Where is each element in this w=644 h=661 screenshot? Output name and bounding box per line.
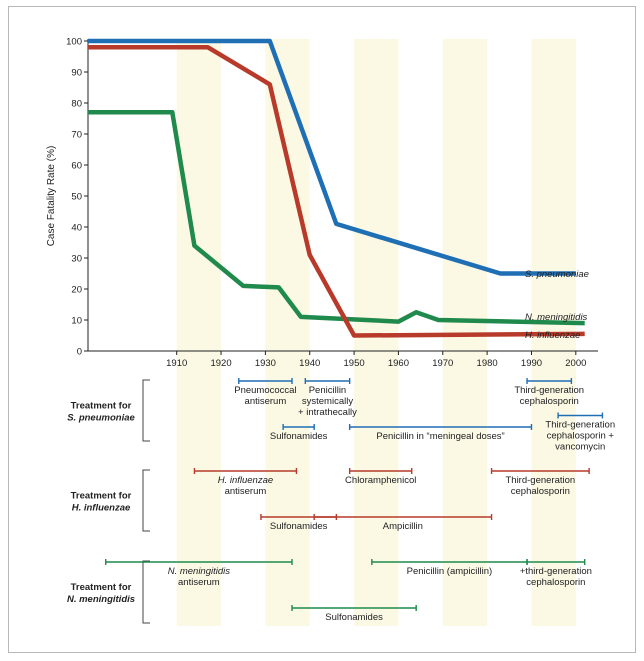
treatment-label: Sulfonamides [270,431,328,442]
treatment-label: cephalosporin + [547,431,615,442]
treatment-label: cephalosporin [520,396,579,407]
treatment-label: H. influenzae [218,475,273,486]
y-tick-label: 60 [71,161,82,172]
x-tick-label: 1920 [210,358,231,369]
panel-title: Treatment for [71,491,132,502]
treatment-label: Chloramphenicol [345,475,416,486]
treatment-label: Pneumococcal [234,385,296,396]
y-tick-label: 0 [77,347,82,358]
treatment-label: antiserum [178,577,220,588]
panel-organism: H. influenzae [72,503,131,514]
treatment-label: Sulfonamides [325,612,383,623]
y-tick-label: 10 [71,316,82,327]
treatment-label: + intrathecally [298,407,357,418]
y-tick-label: 40 [71,223,82,234]
series-line-nmeningitidis [88,110,585,326]
y-tick-label: 20 [71,285,82,296]
treatment-label: systemically [302,396,353,407]
x-tick-label: 1960 [388,358,409,369]
x-tick-label: 1970 [432,358,453,369]
treatment-label: Third-generation [545,420,615,431]
x-tick-label: 1910 [166,358,187,369]
series-line-spneumoniae [88,38,576,276]
series-label: H. influenzae [525,330,580,341]
treatment-label: Third-generation [505,475,575,486]
treatment-label: N. meningitidis [168,566,231,577]
panel-title: Treatment for [71,401,132,412]
x-tick-label: 1930 [255,358,276,369]
x-tick-label: 1990 [521,358,542,369]
panel-bracket [142,560,150,624]
x-tick-label: 1950 [344,358,365,369]
x-tick-label: 2000 [565,358,586,369]
treatment-label: Ampicillin [383,521,423,532]
y-tick-label: 90 [71,68,82,79]
figure-frame [8,6,636,653]
series-line-hinfluenzae [88,44,585,338]
treatment-label: Penicillin (ampicillin) [407,566,493,577]
y-tick-label: 100 [66,37,82,48]
treatment-label: Third-generation [514,385,584,396]
treatment-label: cephalosporin [511,486,570,497]
y-axis-title: Case Fatality Rate (%) [46,146,57,247]
panel-bracket [142,379,150,442]
treatment-label: +third-generation [520,566,592,577]
treatment-label: cephalosporin [526,577,585,588]
panel-bracket [142,469,150,532]
decade-band [176,39,222,626]
series-label: S. pneumoniae [525,269,589,280]
treatment-label: Penicillin in “meningeal doses” [376,431,504,442]
y-tick-label: 30 [71,254,82,265]
treatment-label: antiserum [225,486,267,497]
panel-title: Treatment for [71,582,132,593]
x-tick-label: 1940 [299,358,320,369]
y-tick-label: 50 [71,192,82,203]
panel-organism: N. meningitidis [67,594,135,605]
treatment-label: Sulfonamides [270,521,328,532]
y-tick-label: 80 [71,99,82,110]
series-label: N. meningitidis [525,312,588,323]
panel-organism: S. pneumoniae [67,413,135,424]
y-tick-label: 70 [71,130,82,141]
treatment-label: Penicillin [309,385,347,396]
treatment-label: vancomycin [555,442,605,453]
x-tick-label: 1980 [477,358,498,369]
treatment-label: antiserum [245,396,287,407]
decade-band [354,39,399,626]
